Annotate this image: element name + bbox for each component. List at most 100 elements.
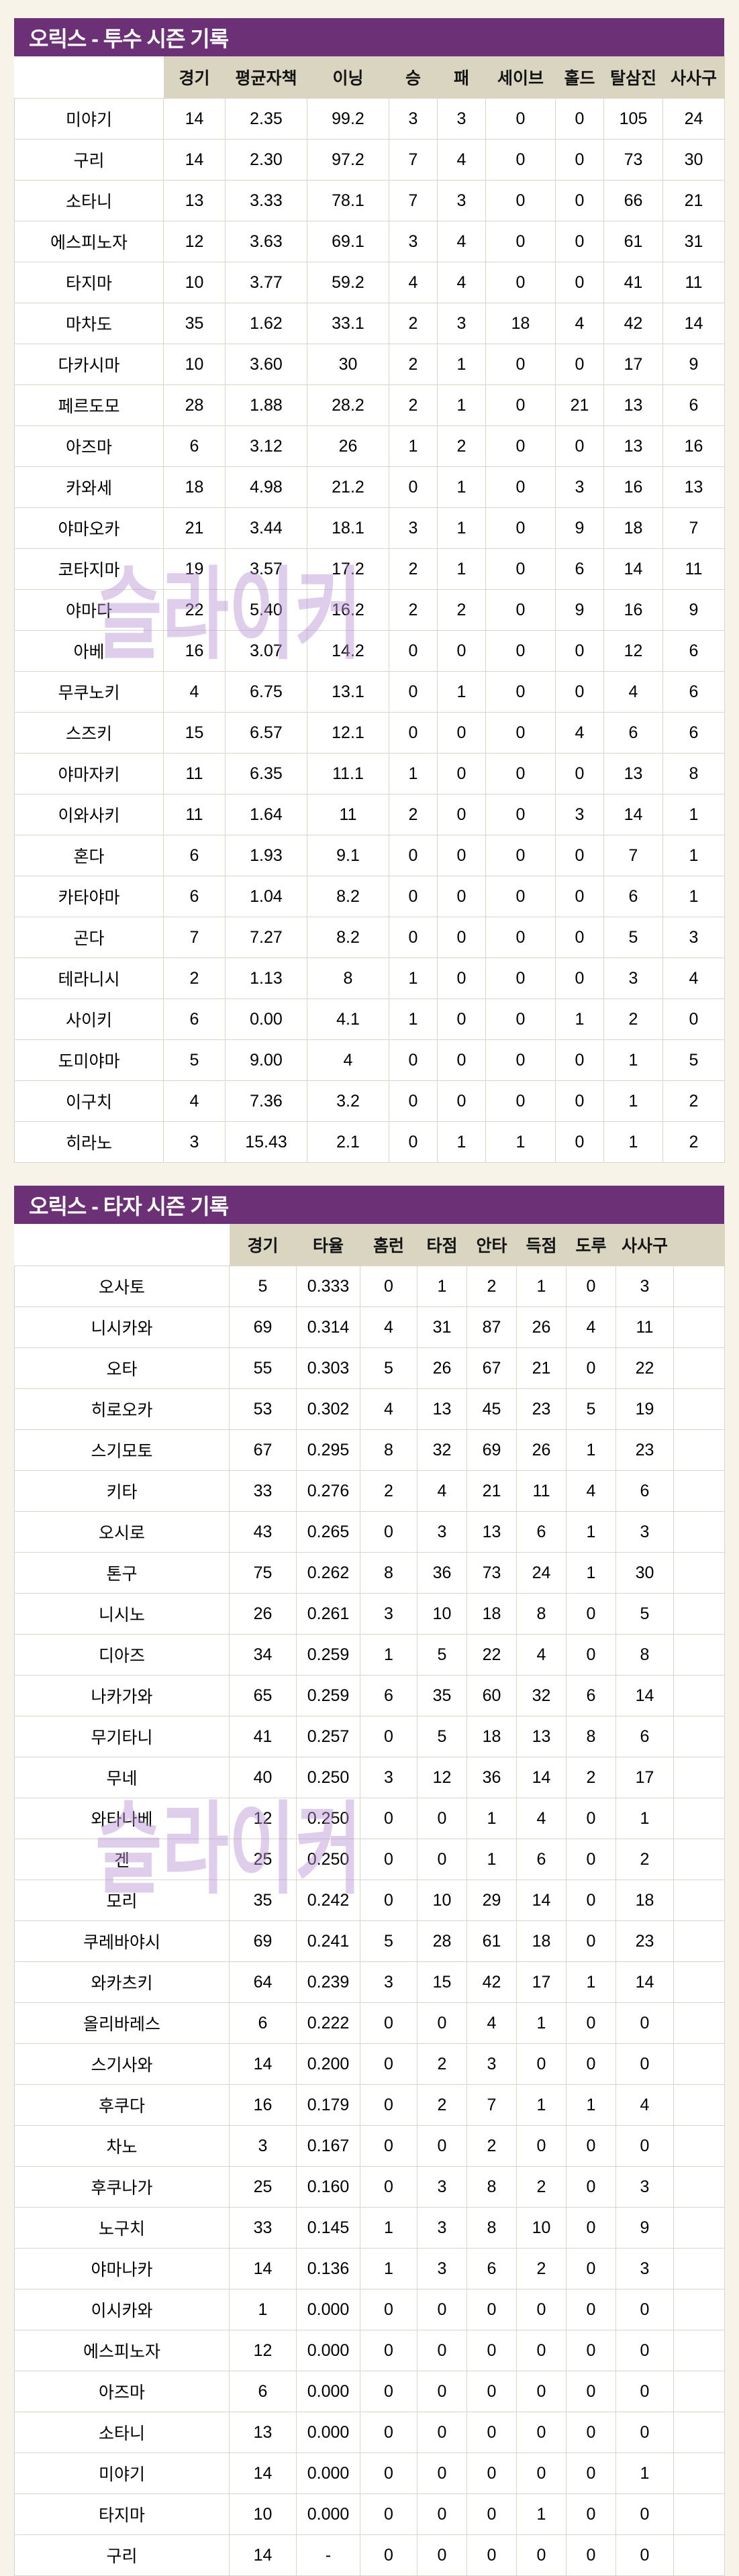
stat-cell: 1 [389,753,438,794]
table-row: 구리 14-0 0 0 0 0 0 [14,2534,725,2576]
pitchers-table-title: 오릭스 - 투수 시즌 기록 [29,26,229,51]
stat-cell: 15.43 [225,1121,307,1163]
stat-cell: 4 [555,712,604,754]
stat-cell: 0 [485,794,556,835]
empty-cell [673,1798,725,1839]
stat-cell: 4 [389,262,438,303]
table-row: 야마다 22 5.40 16.2 2 2 0 9 16 9 [14,589,725,631]
stat-cell: 42 [466,1961,517,2003]
stat-cell: 33.1 [307,303,389,344]
column-header: 홈런 [360,1224,417,1266]
stat-cell: 4 [466,2002,517,2044]
player-name-cell: 사이키 [14,998,164,1040]
stat-cell: 2 [516,2166,566,2208]
stat-cell: 35 [417,1675,467,1716]
stat-cell: 1 [389,958,438,999]
player-name-cell: 톤구 [14,1552,230,1594]
stat-cell: 0 [555,262,604,303]
empty-cell [673,2002,725,2044]
stat-cell: 0 [566,2125,616,2167]
stat-cell: 7 [163,917,226,958]
stat-cell: 6.75 [225,671,307,713]
stat-cell: 13 [516,1716,566,1757]
stat-cell: 0 [566,2330,616,2371]
stat-cell: 6 [662,671,725,713]
stat-cell: 0.200 [296,2043,360,2085]
stat-cell: 0 [485,507,556,549]
player-name-cell: 다카시마 [14,344,164,385]
stat-cell: 14 [662,303,725,344]
player-name-cell: 미야기 [14,98,164,140]
stat-cell: 61 [603,221,663,262]
stat-cell: 1 [566,1552,616,1594]
stat-cell: 0 [360,1798,417,1839]
table-row: 아즈마 6 0.000 0 0 0 0 0 0 [14,2371,725,2412]
column-header: 득점 [516,1224,566,1266]
stat-cell: 8 [466,2207,517,2249]
stat-cell: 23 [615,1429,674,1471]
stat-cell: 29 [466,1879,517,1921]
stat-cell: 36 [417,1552,467,1594]
stat-cell: 10 [229,2493,297,2535]
stat-cell: 0 [485,1039,556,1081]
stat-cell: 1 [466,1839,517,1880]
stat-cell: 7 [389,180,438,221]
stat-cell: 0.160 [296,2166,360,2208]
stat-cell: 5 [417,1634,467,1676]
stat-cell: 30 [615,1552,674,1594]
player-name-cell: 야마다 [14,589,164,631]
stat-cell: 2 [466,1266,517,1307]
stat-cell: 3 [437,303,486,344]
stat-cell: 0.259 [296,1634,360,1676]
stat-cell: 0.167 [296,2125,360,2167]
stat-cell: 6 [555,548,604,590]
stat-cell: 14 [229,2043,297,2085]
player-name-cell: 아베 [14,630,164,672]
stat-cell: 6 [615,1470,674,1512]
stat-cell: 0.303 [296,1347,360,1389]
stat-cell: 24 [516,1552,566,1594]
stat-cell: 0 [437,876,486,917]
player-name-cell: 에스피노자 [14,2330,230,2371]
stat-cell: 3 [555,466,604,508]
stat-cell: 0 [485,753,556,794]
stat-cell: 0 [389,1121,438,1163]
table-row: 이시카와 1 0.000 0 0 0 0 0 0 [14,2289,725,2330]
stat-cell: 0 [389,671,438,713]
player-name-cell: 히로오카 [14,1388,230,1430]
stat-cell: 69 [229,1920,297,1962]
empty-cell [673,2289,725,2330]
stat-cell: 4 [516,1798,566,1839]
stat-cell: 10 [163,262,226,303]
stat-cell: 0 [360,2330,417,2371]
stat-cell: 4 [662,958,725,999]
stat-cell: 2 [389,794,438,835]
stat-cell: 8.2 [307,917,389,958]
stat-cell: 13.1 [307,671,389,713]
table-row: 테라니시 2 1.13 8 1 0 0 0 3 4 [14,958,725,999]
stat-cell: 3 [417,2207,467,2249]
stat-cell: 3 [615,2166,674,2208]
stat-cell: 0 [615,2412,674,2453]
stat-cell: 0 [485,262,556,303]
stat-cell: 0 [389,835,438,876]
player-name-cell: 야마나카 [14,2248,230,2289]
stat-cell: 2 [662,1121,725,1163]
stat-cell: 14 [163,98,226,140]
table-row: 오시로 43 0.265 0 3 13 6 1 3 [14,1511,725,1553]
stat-cell: 13 [417,1388,467,1430]
stat-cell: 0 [485,712,556,754]
stat-cell: 16 [229,2084,297,2126]
stat-cell: 5 [417,1716,467,1757]
stat-cell: 35 [229,1879,297,1921]
stat-cell: 60 [466,1675,517,1716]
player-name-cell: 히라노 [14,1121,164,1163]
player-name-cell: 후쿠다 [14,2084,230,2126]
empty-cell [673,2371,725,2412]
stat-cell: 1.13 [225,958,307,999]
stat-cell: 6.35 [225,753,307,794]
stat-cell: 3 [417,1511,467,1553]
stat-cell: 0 [615,2534,674,2576]
stat-cell: 21 [516,1347,566,1389]
stat-cell: 25 [229,2166,297,2208]
